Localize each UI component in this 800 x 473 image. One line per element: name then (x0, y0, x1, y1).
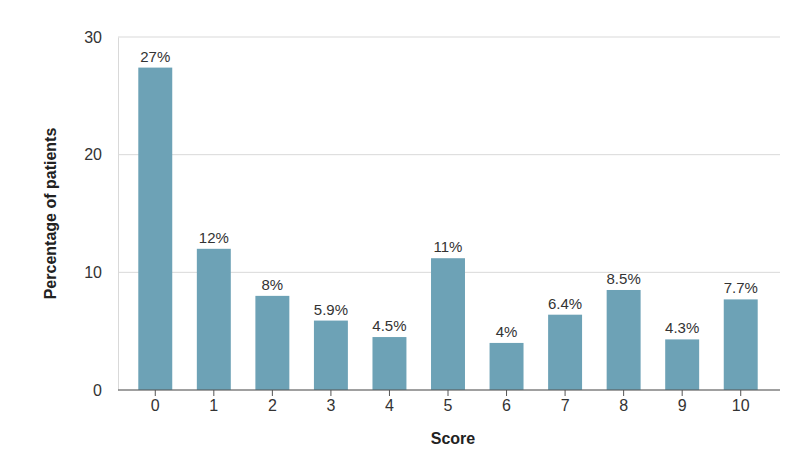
bar (431, 258, 465, 390)
x-tick-label: 6 (502, 397, 511, 414)
grid-line (118, 390, 780, 391)
data-labels: 27% 12% 8% 5.9% 4.5% 11% 4% 6.4% 8.5% 4.3% 7.7% (140, 48, 758, 340)
data-label: 4.3% (665, 319, 699, 336)
x-axis: 0 1 2 3 4 5 6 7 8 9 10 (118, 390, 780, 414)
data-label: 8% (262, 276, 284, 293)
y-axis: 0 10 20 30 (84, 29, 118, 399)
y-tick-label: 0 (93, 382, 102, 399)
x-tick-mark (565, 390, 566, 396)
y-tick-label: 30 (84, 29, 102, 46)
grid (118, 37, 780, 390)
data-label: 11% (434, 238, 463, 255)
x-tick-label: 9 (678, 397, 687, 414)
x-tick: 5 (444, 390, 453, 414)
x-axis-title: Score (431, 430, 476, 447)
bar (607, 290, 641, 390)
x-tick: 7 (561, 390, 570, 414)
x-axis-line (118, 390, 780, 391)
x-tick: 8 (619, 390, 628, 414)
bar (314, 321, 348, 390)
bar (138, 68, 172, 390)
x-tick-mark (330, 390, 331, 396)
data-label: 4.5% (372, 317, 406, 334)
x-tick-label: 4 (385, 397, 394, 414)
bars (138, 68, 757, 390)
chart: 0 10 20 30 0 1 2 3 4 5 6 7 8 9 10 27% 12% 8% 5.9% 4.5% 11% 4%… (0, 0, 800, 473)
x-tick: 10 (732, 390, 750, 414)
y-tick: 30 (84, 29, 118, 46)
data-label: 27% (140, 48, 170, 65)
x-tick-mark (740, 390, 741, 396)
x-tick-mark (506, 390, 507, 396)
data-label: 12% (199, 229, 229, 246)
bar (372, 337, 406, 390)
y-tick: 10 (84, 264, 118, 281)
x-tick: 1 (209, 390, 218, 414)
bar (548, 315, 582, 390)
x-tick-mark (213, 390, 214, 396)
data-label: 5.9% (314, 301, 348, 318)
x-tick: 9 (678, 390, 687, 414)
y-tick: 20 (84, 146, 118, 163)
x-tick-mark (389, 390, 390, 396)
grid-line (118, 154, 780, 155)
data-label: 7.7% (724, 279, 758, 296)
x-tick-label: 10 (732, 397, 750, 414)
x-tick-mark (155, 390, 156, 396)
x-tick-label: 7 (561, 397, 570, 414)
x-tick-mark (272, 390, 273, 396)
bar (724, 299, 758, 390)
y-axis-line (118, 38, 119, 391)
data-label: 6.4% (548, 295, 582, 312)
x-tick-mark (448, 390, 449, 396)
y-tick-label: 20 (84, 146, 102, 163)
grid-line (118, 37, 780, 38)
bar (665, 339, 699, 390)
x-tick-label: 2 (268, 397, 277, 414)
data-label: 4% (496, 323, 518, 340)
x-tick-label: 3 (326, 397, 335, 414)
y-tick: 0 (93, 382, 118, 399)
x-tick: 0 (151, 390, 160, 414)
bar (490, 343, 524, 390)
x-tick: 6 (502, 390, 511, 414)
x-tick-mark (682, 390, 683, 396)
x-tick-mark (623, 390, 624, 396)
x-tick-label: 0 (151, 397, 160, 414)
x-tick-label: 1 (209, 397, 218, 414)
x-tick: 2 (268, 390, 277, 414)
x-tick-label: 8 (619, 397, 628, 414)
x-tick: 4 (385, 390, 394, 414)
x-tick: 3 (326, 390, 335, 414)
x-tick-label: 5 (444, 397, 453, 414)
data-label: 8.5% (607, 270, 641, 287)
bar (197, 249, 231, 390)
y-tick-label: 10 (84, 264, 102, 281)
y-axis-title: Percentage of patients (42, 128, 59, 300)
bar (255, 296, 289, 390)
